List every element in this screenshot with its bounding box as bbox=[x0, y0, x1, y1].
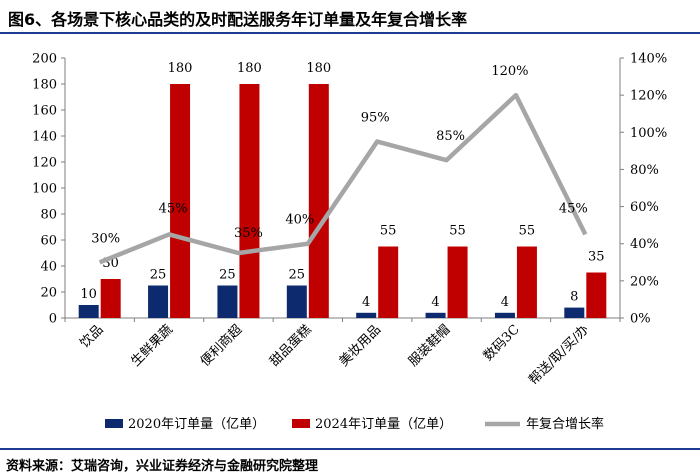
bar-2024 bbox=[447, 246, 468, 318]
growth-label: 95% bbox=[361, 111, 390, 126]
growth-label: 120% bbox=[491, 64, 528, 79]
bar-2020 bbox=[148, 285, 169, 318]
bar-2020-label: 4 bbox=[362, 295, 370, 310]
bar-2020-label: 4 bbox=[431, 295, 439, 310]
left-tick-label: 0 bbox=[49, 312, 57, 327]
legend-label-growth: 年复合增长率 bbox=[526, 416, 604, 432]
right-tick-label: 40% bbox=[630, 237, 659, 252]
category-label: 生鲜果蔬 bbox=[129, 322, 176, 369]
left-tick-label: 80 bbox=[40, 208, 57, 223]
bar-2024-label: 55 bbox=[380, 224, 397, 239]
right-tick-label: 80% bbox=[630, 163, 659, 178]
left-tick-label: 160 bbox=[32, 104, 57, 119]
source-note: 资料来源：艾瑞咨询，兴业证券经济与金融研究院整理 bbox=[6, 459, 319, 474]
bar-2020 bbox=[217, 285, 238, 318]
bar-2024 bbox=[239, 84, 260, 318]
left-tick-label: 120 bbox=[32, 156, 57, 171]
legend-swatch-2024 bbox=[292, 419, 310, 428]
left-tick-label: 100 bbox=[32, 182, 57, 197]
growth-label: 40% bbox=[285, 213, 314, 228]
title-bar: 图6、各场景下核心品类的及时配送服务年订单量及年复合增长率 bbox=[0, 0, 700, 34]
right-tick-label: 140% bbox=[630, 52, 667, 67]
growth-label: 35% bbox=[234, 226, 263, 241]
right-tick-label: 20% bbox=[630, 274, 659, 289]
chart: 0 20 40 60 80 100 120 140 160 180 200 0% 20% 40% 60% 80… bbox=[32, 52, 667, 433]
bar-2020-label: 4 bbox=[501, 295, 509, 310]
growth-label: 85% bbox=[436, 129, 465, 144]
bar-2024-label: 35 bbox=[588, 250, 605, 265]
bar-2024-label: 180 bbox=[168, 61, 193, 76]
growth-line bbox=[98, 92, 588, 265]
bar-2024 bbox=[586, 272, 607, 318]
bar-2020-label: 25 bbox=[289, 268, 306, 283]
category-label: 服装鞋帽 bbox=[405, 322, 453, 370]
left-tick-label: 40 bbox=[40, 260, 57, 275]
category-label: 数码3C bbox=[481, 322, 523, 364]
bar-2024 bbox=[378, 246, 399, 318]
bar-2020 bbox=[356, 312, 377, 318]
growth-label: 45% bbox=[159, 201, 188, 216]
left-tick-label: 200 bbox=[32, 52, 57, 67]
bar-2020-label: 25 bbox=[219, 268, 236, 283]
bar-2024 bbox=[516, 246, 537, 318]
left-tick-label: 60 bbox=[40, 234, 57, 249]
bar-2024 bbox=[308, 84, 329, 318]
right-tick-label: 120% bbox=[630, 89, 667, 104]
legend-swatch-2020 bbox=[105, 419, 123, 428]
legend-label-2020: 2020年订单量（亿单） bbox=[128, 417, 265, 432]
legend-label-2024: 2024年订单量（亿单） bbox=[315, 417, 452, 432]
category-label: 美妆用品 bbox=[337, 322, 384, 369]
right-tick-label: 60% bbox=[630, 200, 659, 215]
bar-2020 bbox=[425, 312, 446, 318]
category-label: 帮送/取/买/办 bbox=[526, 322, 592, 388]
right-tick-label: 100% bbox=[630, 126, 667, 141]
growth-label: 45% bbox=[559, 201, 588, 216]
category-label: 饮品 bbox=[78, 322, 107, 351]
bar-2024-label: 55 bbox=[519, 224, 536, 239]
bar-2024-label: 180 bbox=[237, 61, 262, 76]
left-tick-label: 180 bbox=[32, 78, 57, 93]
bar-2020-label: 10 bbox=[80, 287, 97, 302]
chart-title: 图6、各场景下核心品类的及时配送服务年订单量及年复合增长率 bbox=[8, 10, 468, 29]
bar-2020 bbox=[286, 285, 307, 318]
category-label: 便利商超 bbox=[198, 322, 245, 369]
left-tick-label: 140 bbox=[32, 130, 57, 145]
bar-2020 bbox=[564, 307, 585, 318]
bar-2024 bbox=[100, 279, 121, 318]
bar-2024 bbox=[170, 84, 191, 318]
growth-label: 30% bbox=[91, 231, 120, 246]
bar-2020-label: 8 bbox=[570, 290, 578, 305]
source-bar: 资料来源：艾瑞咨询，兴业证券经济与金融研究院整理 bbox=[0, 448, 700, 476]
bar-2024-label: 55 bbox=[449, 224, 466, 239]
bar-2020-label: 25 bbox=[150, 268, 167, 283]
bar-2020 bbox=[78, 305, 99, 318]
left-tick-label: 20 bbox=[40, 286, 57, 301]
bar-2024-label: 180 bbox=[306, 61, 331, 76]
bar-2020 bbox=[494, 312, 515, 318]
category-label: 甜品蛋糕 bbox=[267, 322, 315, 370]
right-tick-label: 0% bbox=[630, 312, 651, 327]
